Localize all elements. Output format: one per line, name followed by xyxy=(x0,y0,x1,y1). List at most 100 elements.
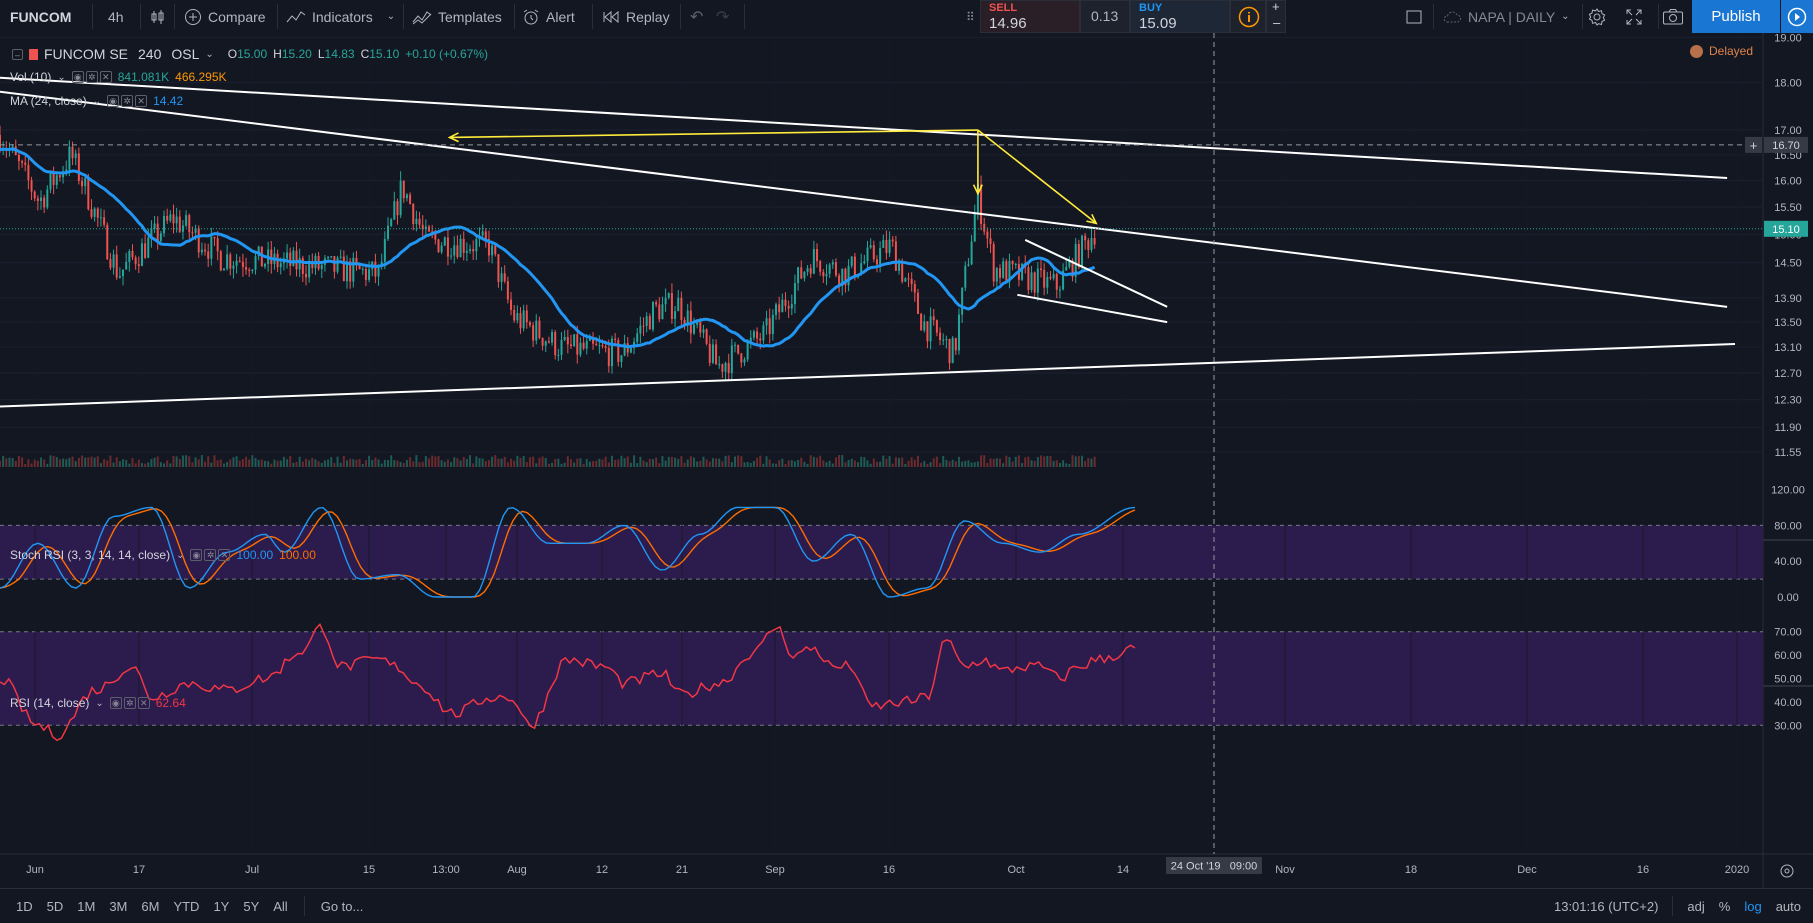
alert-button[interactable]: Alert xyxy=(522,0,575,33)
candle-body xyxy=(516,313,519,321)
interval-button[interactable]: 4h xyxy=(108,0,124,33)
close-icon[interactable]: ✕ xyxy=(135,95,148,107)
publish-button[interactable]: Publish xyxy=(1692,0,1780,33)
volume-bar xyxy=(270,463,273,467)
close-icon[interactable]: ✕ xyxy=(99,71,112,83)
volume-bar xyxy=(292,462,295,467)
crosshair-plus-button[interactable]: + xyxy=(1745,136,1762,153)
percent-toggle[interactable]: % xyxy=(1718,898,1731,914)
range-5y[interactable]: 5Y xyxy=(243,898,260,914)
candle-body xyxy=(349,261,352,282)
symbol-search-button[interactable]: FUNCOM xyxy=(10,0,71,33)
time-tick-label: 16 xyxy=(1637,864,1649,876)
compare-button[interactable]: Compare xyxy=(184,0,266,33)
layout-button[interactable]: NAPA | DAILY ⌄ xyxy=(1442,0,1570,33)
close-icon[interactable]: ✕ xyxy=(218,549,231,561)
chevron-down-icon[interactable]: ⌄ xyxy=(92,95,102,107)
redo-icon: ↷ xyxy=(716,8,730,26)
templates-button[interactable]: Templates xyxy=(412,0,502,33)
range-5d[interactable]: 5D xyxy=(46,898,64,914)
fullscreen-button[interactable] xyxy=(1625,0,1643,33)
chart-style-button[interactable] xyxy=(150,0,166,33)
volume-bar xyxy=(156,456,159,467)
clock-display[interactable]: 13:01:16 (UTC+2) xyxy=(1553,898,1659,914)
volume-bar xyxy=(327,459,330,467)
candle-body xyxy=(251,269,254,271)
trade-drag-handle[interactable]: ⠿ xyxy=(966,0,975,33)
eye-icon[interactable]: ◉ xyxy=(107,95,120,107)
gear-icon[interactable]: ✲ xyxy=(121,95,134,107)
fullscreen-chart-button[interactable] xyxy=(1405,0,1423,33)
eye-icon[interactable]: ◉ xyxy=(71,71,84,83)
replay-button[interactable]: Replay xyxy=(602,0,670,33)
volume-bar xyxy=(150,458,153,467)
candle-body xyxy=(913,284,916,293)
candle-body xyxy=(1014,264,1017,266)
candle-body xyxy=(210,236,213,259)
settings-button[interactable] xyxy=(1587,0,1607,33)
snapshot-button[interactable] xyxy=(1662,0,1684,33)
undo-button[interactable]: ↶ xyxy=(690,0,703,33)
sell-button[interactable]: SELL 14.96 xyxy=(980,0,1080,33)
range-6m[interactable]: 6M xyxy=(141,898,160,914)
adj-toggle[interactable]: adj xyxy=(1687,898,1705,914)
collapse-legend-icon[interactable]: – xyxy=(12,48,23,60)
range-1d[interactable]: 1D xyxy=(16,898,33,914)
time-axis-settings-button[interactable] xyxy=(1780,864,1794,878)
candle-body xyxy=(879,247,882,265)
price-axis[interactable]: 19.0018.0017.0016.5016.0015.5015.0014.50… xyxy=(1771,33,1805,732)
trading-info-button[interactable] xyxy=(1230,0,1266,33)
chevron-down-icon[interactable]: ⌄ xyxy=(95,697,104,709)
candle-body xyxy=(642,325,645,327)
time-axis[interactable]: Jun 17 Jul 15 13:00 Aug 12 21 Sep 16 Oct 14 Nov 18 Dec… xyxy=(26,864,1749,876)
volume-bar xyxy=(185,455,188,467)
candle-body xyxy=(409,194,412,204)
quantity-stepper[interactable]: + – xyxy=(1266,0,1286,33)
candle-body xyxy=(853,256,856,278)
time-tick-label: 14 xyxy=(1117,864,1129,876)
volume-bar xyxy=(516,455,519,467)
volume-bar xyxy=(494,455,497,467)
trendlines[interactable] xyxy=(0,76,1736,408)
chevron-down-icon[interactable]: ⌄ xyxy=(57,71,66,83)
chart-canvas[interactable]: 19.00 18.00 17.00 16.50 16.00 15.50 15.00 14.50… xyxy=(0,33,1813,888)
gear-icon[interactable]: ✲ xyxy=(85,71,98,83)
volume-bar xyxy=(396,460,399,467)
volume-bar xyxy=(844,462,847,467)
publish-menu-button[interactable] xyxy=(1781,0,1813,33)
volume-bar xyxy=(377,459,380,467)
gear-icon[interactable]: ✲ xyxy=(123,697,136,709)
close-icon[interactable]: ✕ xyxy=(137,697,150,709)
auto-toggle[interactable]: auto xyxy=(1775,898,1801,914)
eye-icon[interactable]: ◉ xyxy=(190,549,203,561)
gear-icon[interactable]: ✲ xyxy=(204,549,217,561)
chevron-down-icon[interactable]: ⌄ xyxy=(205,48,214,60)
legend-exchange: OSL xyxy=(171,46,200,62)
svg-text:16.70: 16.70 xyxy=(1772,140,1800,152)
log-toggle[interactable]: log xyxy=(1744,898,1762,914)
annotation-arrows[interactable] xyxy=(447,129,1098,225)
range-1m[interactable]: 1M xyxy=(77,898,96,914)
volume-bar xyxy=(812,456,815,467)
buy-button[interactable]: BUY 15.09 xyxy=(1130,0,1230,33)
volume-bar xyxy=(983,455,986,467)
candle-body xyxy=(569,344,572,346)
volume-bar xyxy=(582,463,585,467)
volume-bar xyxy=(14,460,17,467)
goto-button[interactable]: Go to... xyxy=(320,898,364,914)
redo-button[interactable]: ↷ xyxy=(716,0,729,33)
range-all[interactable]: All xyxy=(273,898,288,914)
range-1y[interactable]: 1Y xyxy=(213,898,230,914)
delayed-badge[interactable]: Delayed xyxy=(1690,44,1753,58)
candle-body xyxy=(604,346,607,349)
candle-body xyxy=(90,209,93,217)
volume-bar xyxy=(986,462,989,467)
indicators-button[interactable]: Indicators ⌄ xyxy=(286,0,395,33)
range-ytd[interactable]: YTD xyxy=(173,898,200,914)
eye-icon[interactable]: ◉ xyxy=(109,697,122,709)
candle-body xyxy=(929,316,932,342)
time-tick-label: 21 xyxy=(676,864,688,876)
range-3m[interactable]: 3M xyxy=(109,898,128,914)
volume-bar xyxy=(421,461,424,467)
chevron-down-icon[interactable]: ⌄ xyxy=(176,549,185,561)
